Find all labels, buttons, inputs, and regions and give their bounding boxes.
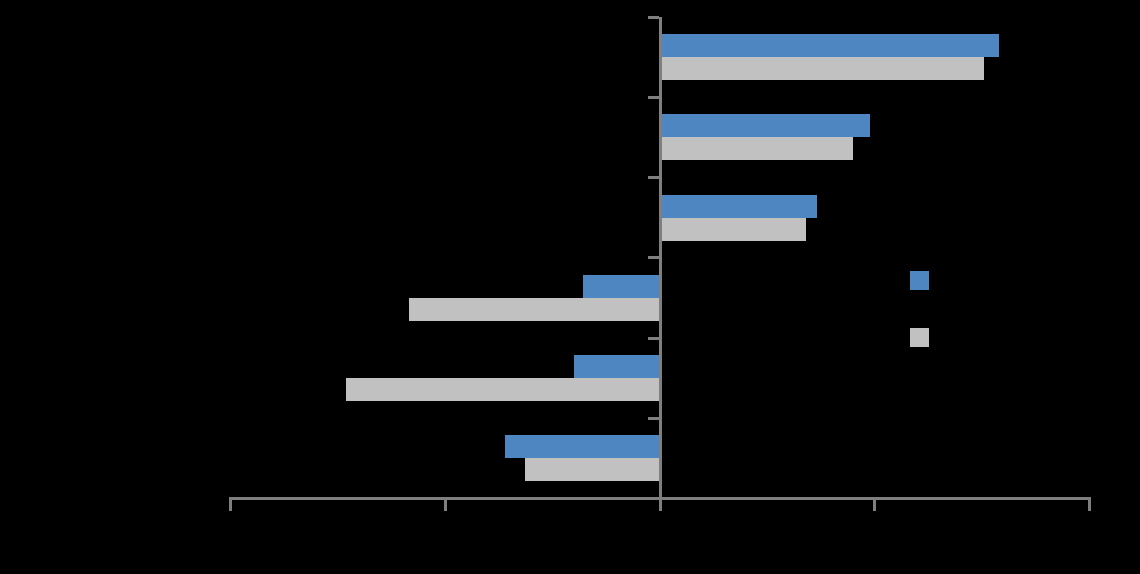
legend-swatch-gray-series [910, 328, 929, 347]
value-axis-tick [229, 500, 232, 511]
value-axis-tick [443, 500, 447, 511]
bar-blue-series-category-6 [505, 435, 660, 459]
bar-gray-series-category-3 [660, 217, 807, 241]
category-axis-tick [647, 95, 659, 99]
bar-blue-series-category-2 [660, 114, 871, 138]
value-axis-tick [873, 500, 877, 511]
bar-gray-series-category-4 [408, 297, 660, 321]
category-axis-tick [647, 416, 659, 420]
legend-swatch-blue-series [910, 271, 929, 290]
bar-gray-series-category-1 [660, 57, 985, 80]
value-axis-line [229, 497, 1091, 500]
bar-blue-series-category-5 [574, 355, 660, 378]
value-axis-tick [658, 500, 662, 511]
category-axis-line [658, 17, 662, 500]
bar-blue-series-category-4 [582, 274, 660, 298]
value-axis-tick [1088, 500, 1091, 511]
bar-gray-series-category-2 [660, 137, 854, 161]
category-axis-tick [647, 15, 659, 19]
category-axis-tick [647, 336, 659, 340]
bar-blue-series-category-3 [660, 194, 817, 218]
bar-gray-series-category-6 [524, 458, 660, 482]
category-axis-tick [647, 256, 659, 260]
bar-gray-series-category-5 [346, 378, 660, 401]
category-axis-tick [647, 176, 659, 179]
bar-blue-series-category-1 [660, 34, 1000, 57]
